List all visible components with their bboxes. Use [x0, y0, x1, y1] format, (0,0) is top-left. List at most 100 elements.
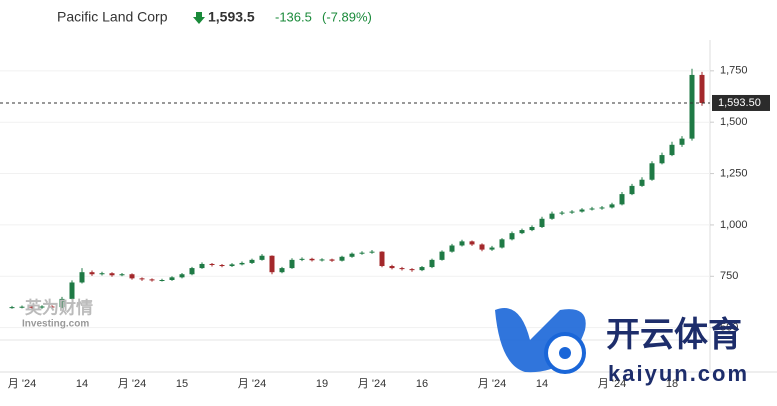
- candle-body: [169, 277, 175, 280]
- x-tick-label: 月 '24: [478, 378, 506, 390]
- candle-body: [369, 251, 375, 253]
- candle-body: [569, 211, 575, 213]
- candle-body: [359, 252, 365, 254]
- candle-body: [249, 259, 255, 263]
- candle-body: [579, 209, 585, 212]
- candle-body: [189, 268, 195, 275]
- candle-body: [619, 194, 625, 205]
- candle-body: [659, 155, 665, 164]
- candle-body: [609, 204, 615, 208]
- x-tick-label: 月 '24: [8, 378, 36, 390]
- logo-ball-patch: [559, 347, 571, 359]
- candle-body: [449, 245, 455, 252]
- candle-body: [629, 185, 635, 195]
- candle-body: [239, 262, 245, 265]
- candle-body: [349, 253, 355, 257]
- candle-body: [559, 212, 565, 214]
- candle-body: [399, 268, 405, 270]
- candle-body: [279, 268, 285, 273]
- y-tick-label: 750: [720, 270, 738, 282]
- candle-body: [89, 272, 95, 275]
- candle-body: [219, 265, 225, 267]
- chart-title: Pacific Land Corp: [57, 9, 168, 25]
- candle-body: [649, 163, 655, 180]
- x-tick-label: 月 '24: [118, 378, 146, 390]
- candle-body: [299, 258, 305, 260]
- candle-body: [289, 259, 295, 269]
- candle-body: [389, 266, 395, 269]
- candle-body: [699, 74, 705, 103]
- candle-body: [599, 207, 605, 209]
- x-tick-label: 月 '24: [358, 378, 386, 390]
- candle-body: [489, 247, 495, 250]
- candle-body: [519, 230, 525, 234]
- price: 1,593.5: [208, 9, 255, 25]
- candle-body: [79, 272, 85, 283]
- y-tick-label: 1,250: [720, 167, 748, 179]
- last-price-box: [712, 94, 770, 111]
- change-percent: (-7.89%): [322, 9, 372, 24]
- x-tick-label: 19: [316, 378, 328, 390]
- candle-body: [179, 274, 185, 278]
- candle-body: [589, 208, 595, 210]
- candle-body: [329, 259, 335, 261]
- candle-body: [479, 244, 485, 250]
- candle-body: [29, 306, 35, 308]
- candle-body: [439, 251, 445, 260]
- candle-body: [679, 138, 685, 145]
- candle-body: [9, 307, 15, 309]
- candle-body: [639, 179, 645, 186]
- candle-body: [109, 273, 115, 276]
- candle-body: [199, 263, 205, 269]
- candle-body: [149, 279, 155, 281]
- candle-body: [459, 241, 465, 246]
- candle-body: [319, 259, 325, 261]
- x-tick-label: 14: [76, 378, 88, 390]
- candle-body: [49, 306, 55, 308]
- candle-body: [229, 264, 235, 267]
- candle-body: [509, 233, 515, 240]
- watermark: 英为财情: [25, 297, 93, 317]
- x-tick-label: 15: [176, 378, 188, 390]
- candle-body: [529, 226, 535, 231]
- candle-body: [429, 259, 435, 268]
- candle-body: [209, 263, 215, 265]
- y-tick-label: 1,500: [720, 116, 748, 128]
- watermark: kaiyun.com: [608, 361, 749, 386]
- candle-body: [159, 280, 165, 281]
- x-tick-label: 月 '24: [598, 378, 626, 390]
- x-tick-label: 14: [536, 378, 548, 390]
- change: -136.5: [275, 9, 312, 24]
- candle-body: [409, 269, 415, 271]
- last-price-label: 1,593.50: [718, 97, 761, 109]
- x-tick-label: 18: [666, 378, 678, 390]
- y-tick-label: 1,000: [720, 219, 748, 231]
- watermarks: 英为财情 Investing.com 开云体育 kaiyun.com: [22, 297, 749, 386]
- candle-body: [139, 278, 145, 280]
- candle-body: [119, 274, 125, 276]
- watermark: 开云体育: [606, 316, 742, 354]
- x-tick-label: 月 '24: [238, 378, 266, 390]
- candle-body: [469, 241, 475, 245]
- x-tick-label: 16: [416, 378, 428, 390]
- candle-body: [669, 144, 675, 156]
- candle-body: [539, 218, 545, 227]
- y-tick-label: 500: [720, 322, 738, 334]
- y-tick-label: 1,750: [720, 65, 748, 77]
- candle-body: [499, 239, 505, 248]
- down-arrow-icon: [193, 12, 205, 24]
- candle-body: [39, 306, 45, 308]
- candle-body: [59, 298, 65, 308]
- candle-body: [309, 258, 315, 261]
- candle-body: [339, 256, 345, 261]
- candle-body: [549, 213, 555, 219]
- candle-body: [379, 251, 385, 267]
- candle-body: [419, 267, 425, 271]
- candle-body: [99, 273, 105, 275]
- candle-body: [259, 255, 265, 260]
- candle-body: [19, 306, 25, 308]
- watermark: Investing.com: [22, 319, 89, 330]
- candle-body: [69, 282, 75, 299]
- candle-body: [269, 255, 275, 273]
